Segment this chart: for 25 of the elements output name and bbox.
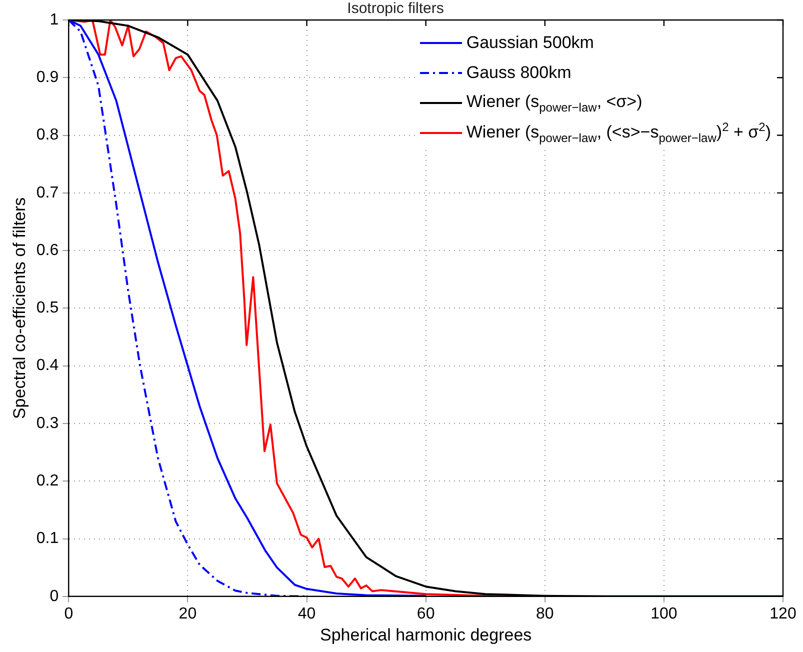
y-tick-label: 0.5	[36, 300, 59, 317]
x-tick-label: 120	[770, 605, 796, 622]
x-tick-label: 80	[536, 605, 554, 622]
x-tick-label: 40	[298, 605, 316, 622]
y-tick-label: 0.3	[36, 414, 59, 432]
y-axis-title: Spectral co-efficients of filters	[10, 197, 29, 420]
y-tick-label: 0.4	[36, 357, 59, 374]
chart-title: Isotropic filters	[347, 0, 444, 18]
y-tick-label: 0.6	[36, 242, 59, 259]
y-tick-label: 1	[50, 11, 59, 28]
x-tick-label: 100	[650, 605, 678, 622]
y-tick-label: 0.1	[36, 530, 59, 548]
x-tick-label: 0	[64, 605, 74, 622]
y-tick-label: 0.7	[36, 184, 59, 202]
y-tick-label: 0	[50, 588, 59, 605]
legend-label: Gauss 800km	[466, 63, 572, 83]
legend-label: Gaussian 500km	[466, 33, 594, 53]
y-tick-label: 0.9	[36, 69, 59, 86]
y-tick-label: 0.8	[36, 126, 59, 144]
text: Wiener (s$_{power−law}$, (<s>−s$_{power−law}$)$^{2}$ + σ$^{2}$)	[466, 120, 771, 146]
x-axis-title: Spherical harmonic degrees	[320, 625, 532, 644]
y-tick-label: 0.2	[36, 472, 59, 490]
legend-label: Wiener (s$_{power−law}$, <σ>)	[466, 92, 642, 114]
x-tick-label: 60	[416, 605, 435, 622]
x-tick-label: 20	[178, 605, 197, 622]
